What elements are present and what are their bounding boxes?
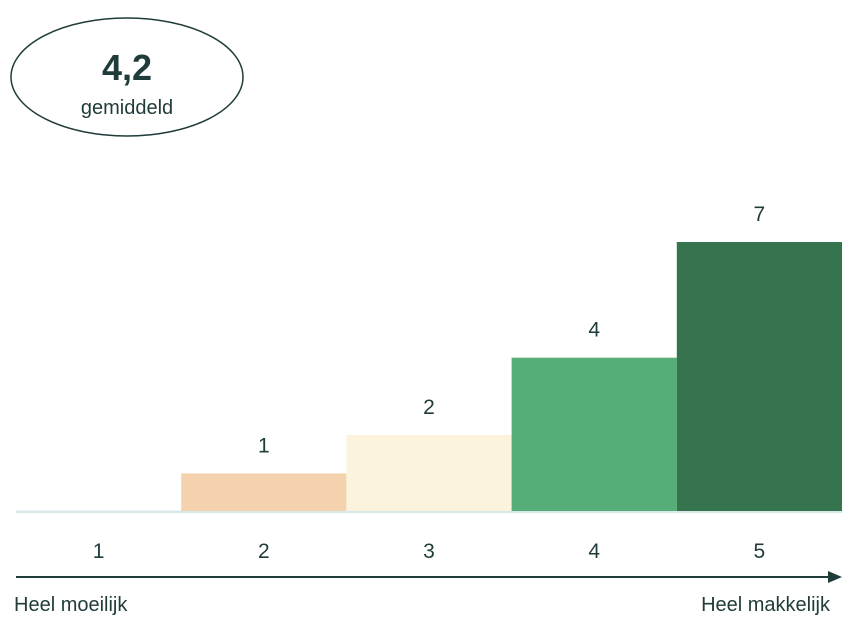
x-tick-labels: 1 2 3 4 5 (93, 540, 765, 563)
data-label-2: 1 (258, 434, 270, 457)
bar-5 (676, 242, 842, 512)
x-tick-label-3: 3 (423, 540, 435, 563)
average-badge: 4,2 gemiddeld (10, 17, 244, 137)
x-tick-label-4: 4 (588, 540, 600, 563)
data-labels-group: 1 2 4 7 (258, 203, 765, 457)
arrow-head-icon (828, 571, 842, 583)
data-label-3: 2 (423, 396, 435, 419)
scale-label-left: Heel moeilijk (14, 594, 128, 615)
average-badge-outline (10, 17, 244, 137)
bar-2 (181, 473, 347, 512)
x-tick-label-5: 5 (754, 540, 766, 563)
x-tick-label-2: 2 (258, 540, 270, 563)
bar-3 (346, 434, 512, 512)
data-label-4: 4 (588, 319, 600, 342)
bar-4 (511, 357, 677, 512)
average-value: 4,2 (102, 47, 152, 88)
x-tick-label-1: 1 (93, 540, 105, 563)
bars-group (16, 242, 842, 512)
scale-arrow (16, 571, 842, 583)
data-label-5: 7 (754, 203, 766, 226)
scale-label-right: Heel makkelijk (701, 594, 831, 615)
average-label: gemiddeld (81, 97, 173, 119)
